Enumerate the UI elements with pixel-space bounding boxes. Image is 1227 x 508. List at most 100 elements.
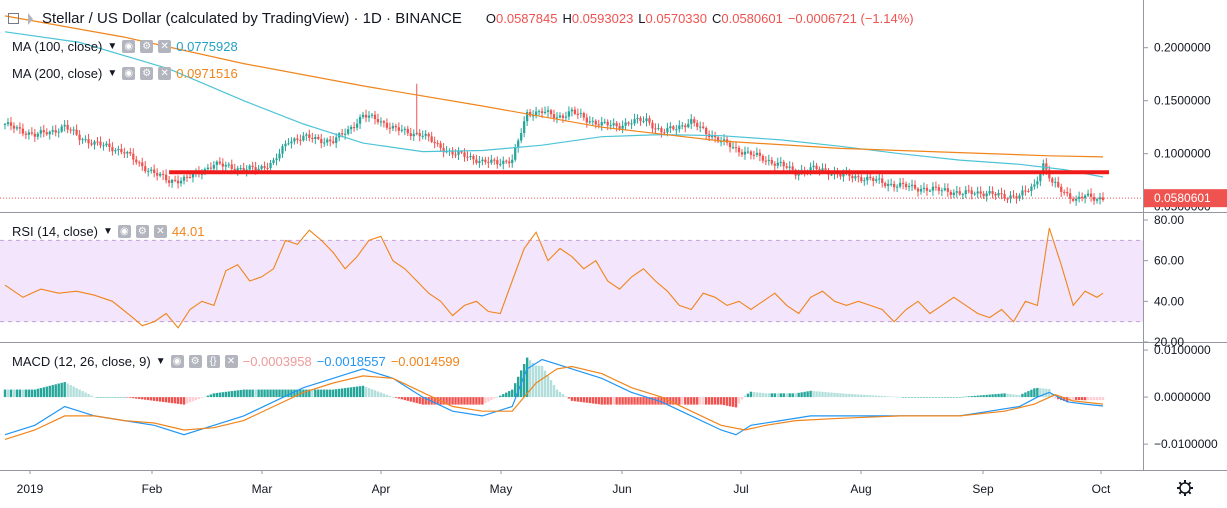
candle-body [120,149,123,153]
candle-body [755,152,759,155]
rsi-line [4,227,1104,329]
flag-icon[interactable] [28,12,33,25]
candle-body [179,180,183,184]
macd-histogram-bar [6,389,10,398]
candle-body [636,117,639,120]
candle-body [567,111,571,117]
macd-histogram-bar [573,397,577,402]
candle-body [952,192,955,196]
eye-icon[interactable]: ◉ [122,40,136,53]
close-icon[interactable]: ✕ [158,67,172,80]
candle-body [681,125,684,127]
macd-histogram-bar [27,389,31,398]
macd-histogram-bar [200,397,204,398]
gear-ring [1179,482,1191,494]
macd-histogram-bar [215,392,219,398]
macd-legend[interactable]: MACD (12, 26, close, 9) ▼ ◉ ⚙ {} ✕ −0.00… [12,354,460,369]
gear-icon[interactable]: ⚙ [140,40,154,53]
candle-body [976,191,979,194]
candle-body [260,166,263,169]
gear-icon[interactable]: ⚙ [140,67,154,80]
braces-icon[interactable]: {} [206,355,220,368]
macd-histogram-bar [218,392,222,398]
close-icon[interactable]: ✕ [153,225,167,238]
macd-histogram-bar [836,393,839,398]
candle-body [182,176,186,181]
chevron-down-icon[interactable]: ▼ [107,41,118,52]
close-icon[interactable]: ✕ [158,40,172,53]
macd-histogram-bar [206,395,210,398]
macd-histogram-bar [579,397,583,402]
ohlc-open-value: 0.0587845 [496,11,558,26]
macd-histogram-bar [1074,397,1078,400]
eye-icon[interactable]: ◉ [170,355,184,368]
macd-histogram-bar [1071,397,1075,400]
candle-body [1098,197,1102,200]
macd-histogram-bar [588,397,591,404]
close-icon[interactable]: ✕ [224,355,238,368]
macd-histogram-bar [141,397,144,400]
candle-body [576,113,580,115]
candle-body [167,180,171,183]
candle-body [352,126,356,128]
ma100-legend[interactable]: MA (100, close) ▼ ◉ ⚙ ✕ 0.0775928 [12,39,238,54]
macd-histogram-bar [114,397,117,398]
macd-histogram-bar [928,397,932,398]
macd-histogram-bar [233,390,236,398]
ma200-legend[interactable]: MA (200, close) ▼ ◉ ⚙ ✕ 0.0971516 [12,66,238,81]
candle-body [770,159,773,164]
macd-histogram-bar [540,365,544,398]
macd-histogram-bar [236,390,239,398]
macd-histogram-bar [209,394,213,398]
time-axis-label: Jun [612,482,631,496]
candle-body [21,128,25,134]
candle-body [615,123,618,127]
eye-icon[interactable]: ◉ [122,67,136,80]
candle-body [96,141,99,143]
ma100-label: MA (100, close) [12,39,103,54]
ohlc-open-label: O [485,11,496,26]
candle-body [329,139,332,142]
chevron-down-icon[interactable]: ▼ [155,356,166,367]
macd-histogram-bar [722,397,726,406]
rsi-legend[interactable]: RSI (14, close) ▼ ◉ ⚙ ✕ 44.01 [12,224,204,239]
candle-body [582,113,585,118]
macd-histogram-bar [916,397,920,398]
ohlc-low-value: 0.0570330 [645,11,707,26]
gear-icon[interactable]: ⚙ [188,355,202,368]
candle-body [869,176,872,178]
candle-body [1080,196,1084,199]
collapse-icon[interactable] [8,13,19,24]
eye-icon[interactable]: ◉ [117,225,131,238]
candle-body [642,121,645,123]
macd-histogram-bar [555,389,559,398]
gear-icon[interactable]: ⚙ [135,225,149,238]
macd-histogram-bar [1012,394,1015,398]
chevron-down-icon[interactable]: ▼ [107,68,118,79]
macd-histogram-bar [675,397,678,405]
macd-histogram-bar [633,397,636,405]
macd-histogram-bar [755,392,759,398]
macd-histogram-bar [785,393,788,398]
macd-histogram-bar [612,397,615,405]
candle-body [860,177,863,182]
macd-histogram-bar [144,397,147,400]
candle-body [517,140,520,148]
candle-body [919,188,923,192]
candle-body [296,138,299,140]
candle-body [651,122,654,129]
settings-gear-icon[interactable] [1177,480,1193,496]
macd-histogram-bar [630,397,633,405]
candle-body [1057,181,1060,187]
candle-body [499,164,502,166]
macd-histogram-bar [919,397,923,398]
macd-histogram-bar [105,397,108,398]
macd-histogram-bar [761,393,765,398]
ohlc-high-label: H [562,11,572,26]
macd-histogram-bar [284,389,287,398]
chevron-down-icon[interactable]: ▼ [102,226,113,237]
macd-histogram-bar [36,388,40,398]
candle-body [36,133,39,137]
macd-histogram-bar [364,386,368,398]
